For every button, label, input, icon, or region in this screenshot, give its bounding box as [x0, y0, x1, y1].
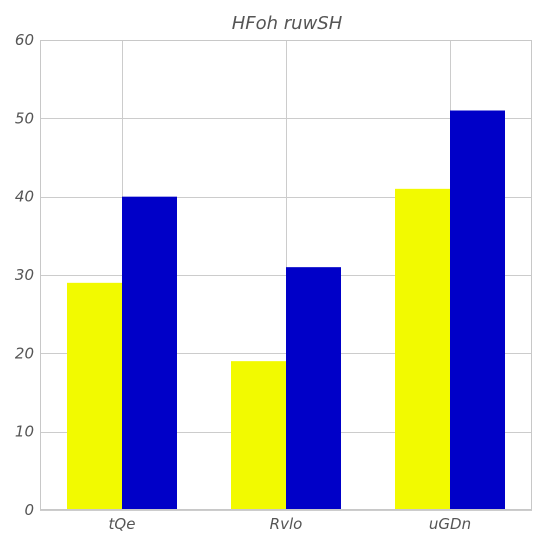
y-tick-label: 10	[15, 423, 34, 441]
bar-Rvlo-series-1	[231, 361, 286, 510]
x-tick-label: Rvlo	[270, 515, 303, 533]
x-axis-tick-labels: tQe Rvlo uGDn	[109, 515, 472, 533]
bar-uGDn-series-1	[395, 188, 450, 511]
bar-tQe-series-1	[67, 282, 122, 510]
bar-tQe-series-2	[122, 196, 177, 510]
plot-frame	[40, 40, 532, 510]
chart-title: HFoh ruwSH	[232, 13, 343, 34]
bar-Rvlo-series-2	[286, 267, 341, 510]
y-tick-label: 30	[15, 266, 34, 284]
bar-uGDn-series-2	[450, 110, 505, 510]
y-tick-label: 0	[24, 501, 34, 519]
x-tick-label: tQe	[109, 515, 136, 533]
y-axis-tick-labels: 0 10 20 30 40 50 60	[15, 31, 34, 519]
bars	[67, 110, 505, 511]
y-tick-label: 50	[15, 109, 34, 127]
x-tick-label: uGDn	[429, 515, 471, 533]
y-tick-label: 60	[15, 31, 34, 49]
y-tick-label: 40	[15, 188, 34, 206]
y-tick-label: 20	[15, 344, 34, 362]
